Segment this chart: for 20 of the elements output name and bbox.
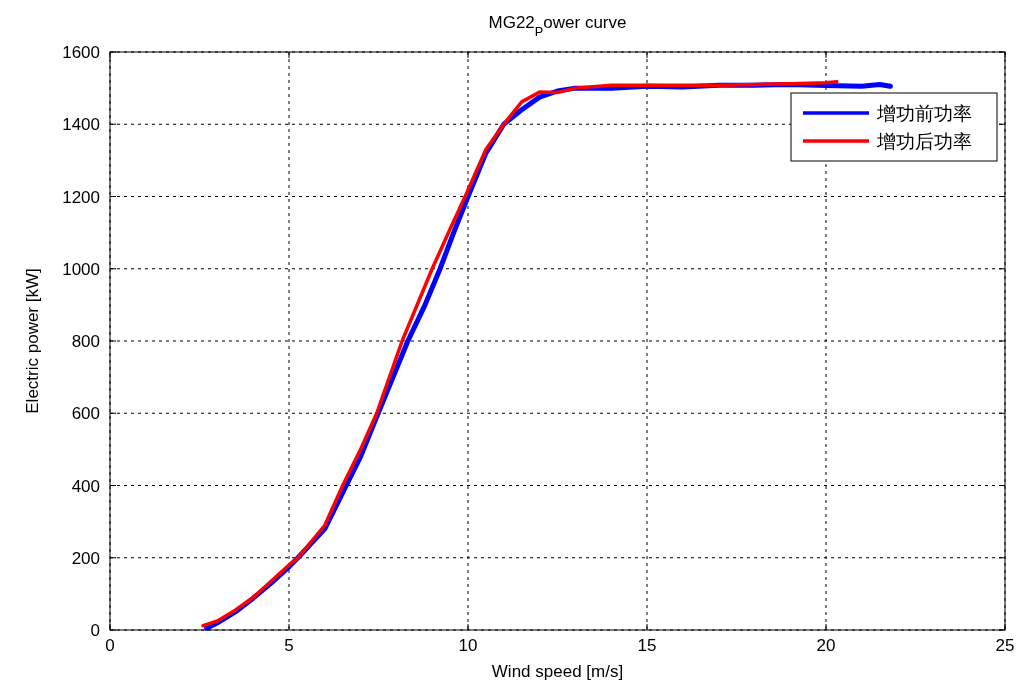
y-tick-label: 1400: [62, 115, 100, 135]
x-tick-label: 0: [105, 636, 115, 655]
x-tick-label: 5: [284, 636, 294, 655]
y-tick-label: 200: [71, 548, 100, 568]
chart-title: MG22$_{P}$ower curve: [488, 13, 627, 39]
legend-label: 增功后功率: [876, 131, 972, 152]
y-axis-title: Electric power [kW]: [23, 268, 42, 414]
y-tick-label: 0: [90, 621, 100, 640]
x-tick-label: 20: [816, 636, 836, 655]
x-axis-title: Wind speed [m/s]: [491, 662, 624, 681]
y-tick-label: 400: [71, 476, 100, 496]
y-tick-label: 600: [71, 404, 100, 424]
y-tick-label: 1200: [62, 187, 100, 207]
x-tick-label: 10: [458, 636, 478, 655]
x-tick-label: 15: [637, 636, 657, 655]
legend-label: 增功前功率: [876, 103, 972, 124]
y-tick-label: 800: [71, 332, 100, 351]
x-tick-label: 25: [995, 636, 1015, 655]
y-tick-label: 1000: [62, 259, 100, 279]
y-tick-label: 1600: [62, 43, 100, 62]
